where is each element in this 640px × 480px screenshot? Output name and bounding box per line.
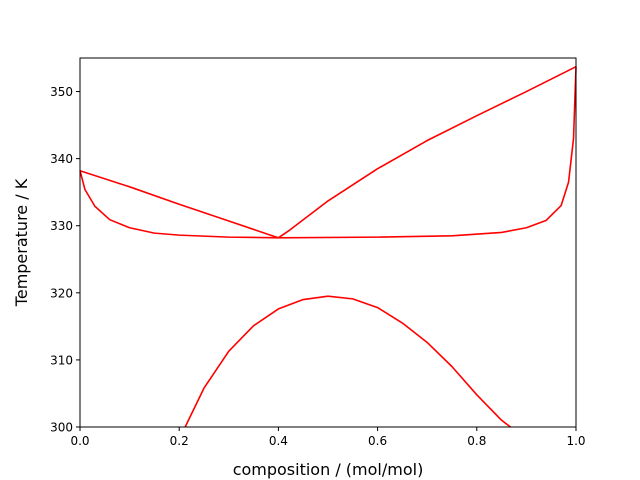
x-axis-label: composition / (mol/mol) xyxy=(233,460,424,479)
x-tick-label: 0.4 xyxy=(269,434,288,448)
series-line-1 xyxy=(79,169,279,239)
series-line-5 xyxy=(184,295,512,428)
y-tick-label: 330 xyxy=(50,219,73,233)
y-tick-label: 340 xyxy=(50,152,73,166)
x-tick-label: 0.2 xyxy=(170,434,189,448)
y-tick-label: 300 xyxy=(50,421,73,435)
x-tick-label: 1.0 xyxy=(566,434,585,448)
x-tick-label: 0.0 xyxy=(70,434,89,448)
x-axis-ticks: 0.0 0.2 0.4 0.6 0.8 1.0 xyxy=(70,427,586,448)
y-axis-ticks: 300 310 320 330 340 350 xyxy=(50,85,80,435)
series-line-3 xyxy=(79,170,279,239)
x-tick-label: 0.8 xyxy=(467,434,486,448)
plot-frame xyxy=(79,57,577,428)
plot-lines xyxy=(79,66,577,428)
y-tick-label: 350 xyxy=(50,85,73,99)
series-line-2 xyxy=(277,66,577,239)
series-line-4 xyxy=(278,66,577,239)
y-tick-label: 320 xyxy=(50,286,73,300)
y-tick-label: 310 xyxy=(50,353,73,367)
x-tick-label: 0.6 xyxy=(368,434,387,448)
y-axis-label: Temperature / K xyxy=(12,178,31,307)
